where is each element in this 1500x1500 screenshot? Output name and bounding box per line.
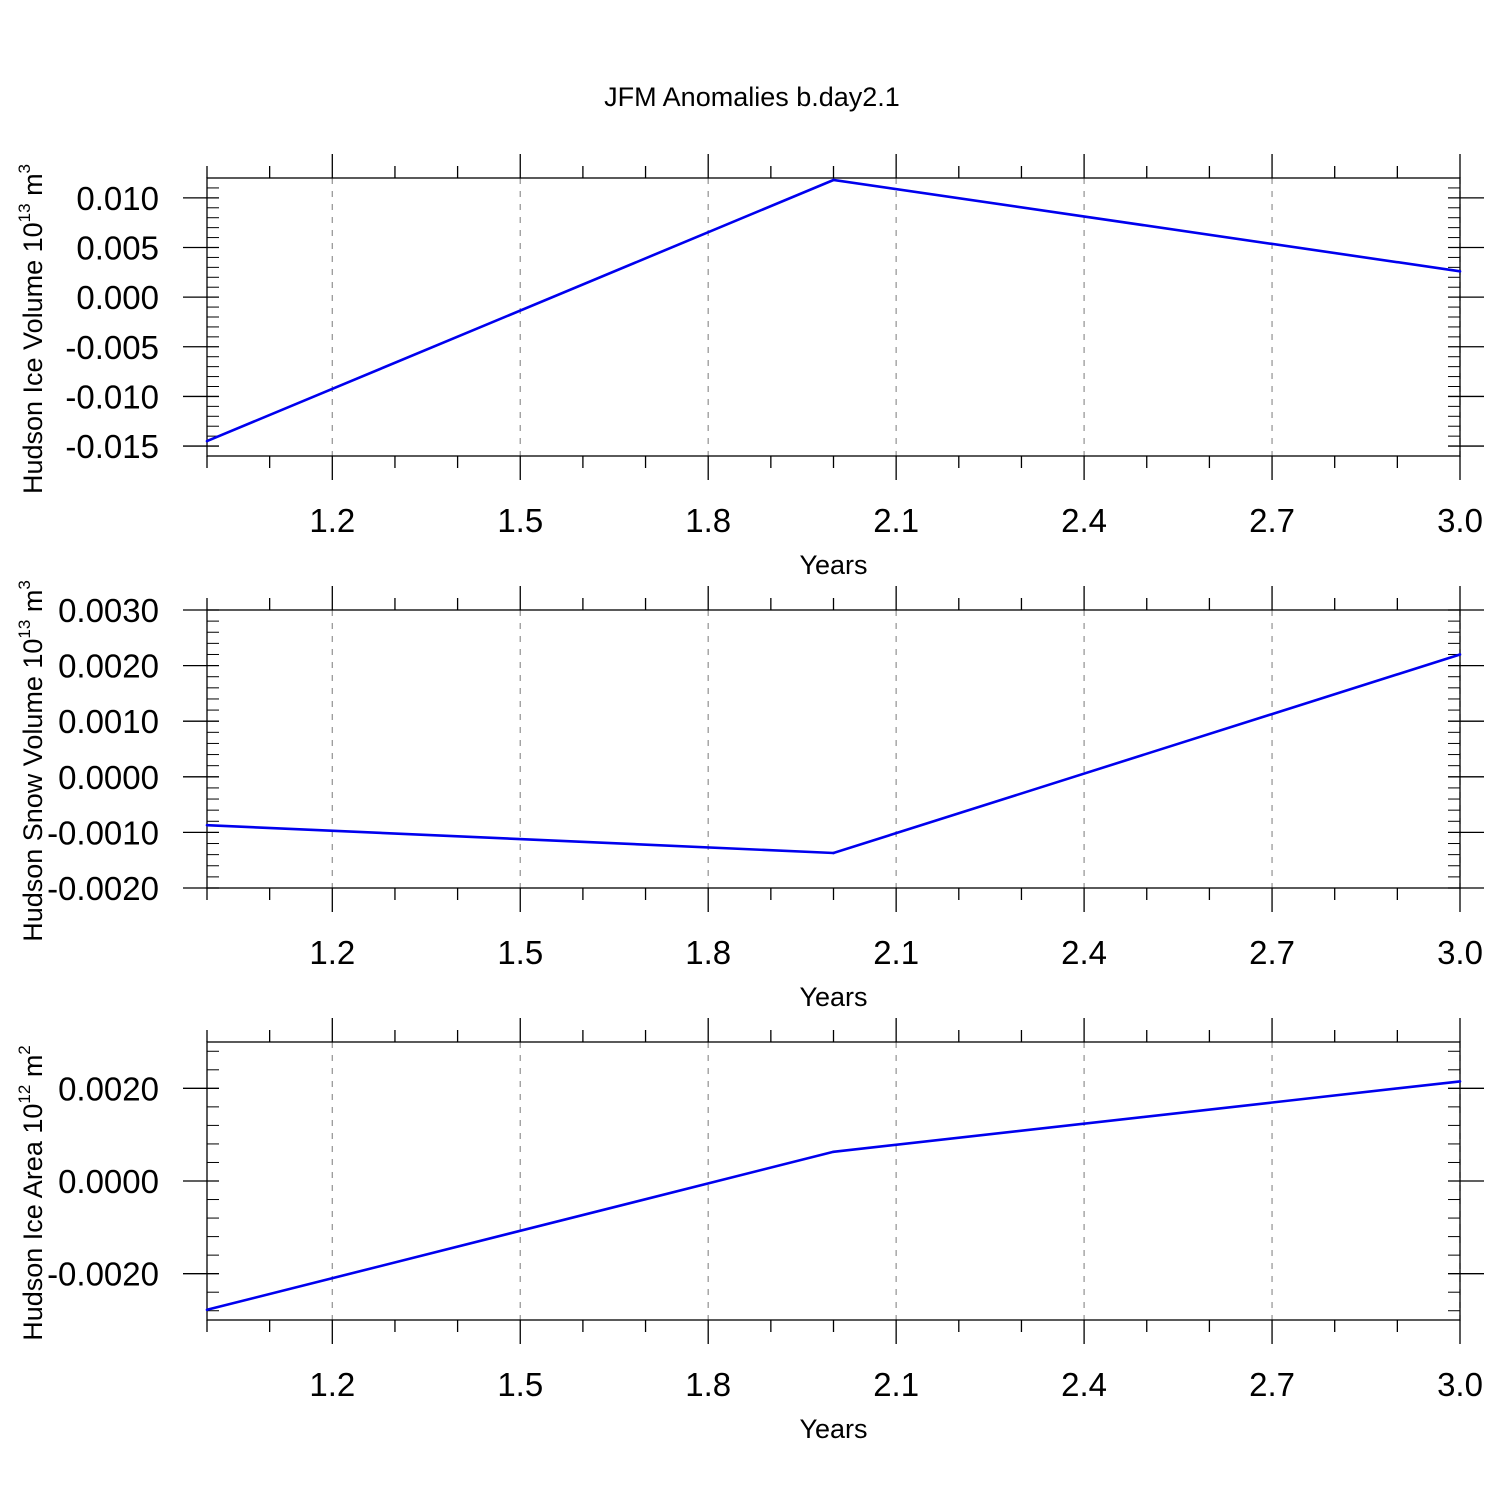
x-tick-label: 1.8 [685, 1366, 731, 1403]
data-point [832, 178, 835, 182]
y-axis-label-text: Hudson Ice Volume 10 [18, 222, 48, 494]
x-tick-label: 1.8 [685, 934, 731, 971]
y-axis-label-exponent: 12 [15, 1085, 34, 1104]
x-tick-label: 2.7 [1249, 502, 1295, 539]
y-tick-label: -0.010 [65, 378, 159, 415]
data-point [832, 1150, 835, 1154]
y-tick-label: 0.0030 [58, 592, 159, 629]
x-axis-label: Years [799, 982, 867, 1012]
x-tick-label: 2.1 [873, 502, 919, 539]
y-axis-label-text: Hudson Snow Volume 10 [18, 639, 48, 942]
x-tick-label: 2.4 [1061, 502, 1107, 539]
y-tick-label: 0.010 [76, 180, 159, 217]
y-tick-label: -0.005 [65, 329, 159, 366]
x-tick-label: 2.1 [873, 1366, 919, 1403]
x-tick-label: 1.5 [497, 934, 543, 971]
x-tick-label: 2.1 [873, 934, 919, 971]
y-tick-label: -0.015 [65, 428, 159, 465]
x-tick-label: 1.5 [497, 1366, 543, 1403]
data-point [205, 439, 209, 443]
chart-panel-3: 1.2 1.5 1.8 2.1 2.4 2.7 3.0 -0.0020 0.0000 0.0020… [15, 1018, 1484, 1444]
y-axis-label-text: Hudson Ice Area 10 [18, 1104, 48, 1341]
y-tick-label: -0.0020 [47, 870, 159, 907]
data-point [205, 823, 209, 827]
y-axis-label-exponent: 13 [15, 620, 34, 639]
chart-panel-2: 1.2 1.5 1.8 2.1 2.4 2.7 3.0 -0.0020 -0.0010 0.000… [15, 580, 1484, 1012]
x-tick-label: 2.4 [1061, 1366, 1107, 1403]
y-tick-label: 0.0010 [58, 703, 159, 740]
x-tick-label: 1.5 [497, 502, 543, 539]
y-tick-label: 0.0000 [58, 759, 159, 796]
y-tick-label: -0.0010 [47, 814, 159, 851]
y-axis-label: Hudson Ice Volume 1013 m3 [15, 164, 48, 494]
series-line [206, 1080, 1461, 1312]
x-tick-label: 1.8 [685, 502, 731, 539]
x-axis-label: Years [799, 550, 867, 580]
x-tick-label: 1.2 [309, 502, 355, 539]
y-tick-label: 0.000 [76, 279, 159, 316]
x-tick-label: 3.0 [1437, 934, 1483, 971]
y-tick-label: 0.0020 [58, 648, 159, 685]
x-tick-label: 2.7 [1249, 934, 1295, 971]
y-axis-label-unit-exponent: 2 [15, 1045, 34, 1054]
figure-title: JFM Anomalies b.day2.1 [604, 82, 900, 112]
panels: 1.2 1.5 1.8 2.1 2.4 2.7 3.0 -0.015 -0.010 -0.005 0… [15, 154, 1484, 1444]
y-axis-label-unit-exponent: 3 [15, 580, 34, 589]
x-tick-label: 1.2 [309, 1366, 355, 1403]
x-tick-label: 2.4 [1061, 934, 1107, 971]
y-axis-label-unit: m [18, 1055, 48, 1085]
y-tick-label: 0.005 [76, 230, 159, 267]
data-point [1458, 270, 1462, 273]
x-tick-label: 3.0 [1437, 1366, 1483, 1403]
x-tick-label: 3.0 [1437, 502, 1483, 539]
data-point [205, 1308, 209, 1312]
x-axis-label: Years [799, 1414, 867, 1444]
data-point [1458, 653, 1462, 656]
x-tick-label: 1.2 [309, 934, 355, 971]
data-point [1458, 1080, 1462, 1083]
y-tick-label: -0.0020 [47, 1256, 159, 1293]
y-axis-label: Hudson Snow Volume 1013 m3 [15, 580, 48, 942]
y-axis-label: Hudson Ice Area 1012 m2 [15, 1045, 48, 1341]
y-axis-label-unit-exponent: 3 [15, 164, 34, 173]
y-axis-label-unit: m [18, 173, 48, 203]
y-tick-label: 0.0020 [58, 1070, 159, 1107]
data-point [832, 851, 835, 855]
y-axis-label-exponent: 13 [15, 203, 34, 222]
y-tick-label: 0.0000 [58, 1163, 159, 1200]
x-tick-label: 2.7 [1249, 1366, 1295, 1403]
y-axis-label-unit: m [18, 590, 48, 620]
chart-panel-1: 1.2 1.5 1.8 2.1 2.4 2.7 3.0 -0.015 -0.010 -0.005 0… [15, 154, 1484, 580]
